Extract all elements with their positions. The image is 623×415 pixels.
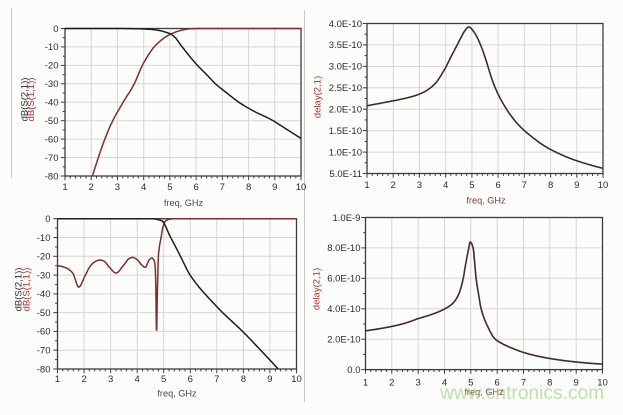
svg-text:3: 3 [108,374,113,385]
svg-text:4: 4 [135,374,140,385]
svg-text:10: 10 [291,374,302,385]
svg-text:3.5E-10: 3.5E-10 [329,40,362,51]
svg-text:9: 9 [574,180,579,191]
svg-text:5.0E-11: 5.0E-11 [329,169,362,180]
svg-text:10: 10 [598,180,609,191]
svg-text:6: 6 [495,180,500,191]
svg-text:dB(S(1,1)): dB(S(1,1)) [26,78,37,122]
svg-text:6: 6 [188,374,193,385]
svg-text:1: 1 [364,180,369,191]
svg-text:7: 7 [214,374,219,385]
svg-text:freq, GHz: freq, GHz [466,196,506,206]
svg-text:3.0E-10: 3.0E-10 [329,62,362,73]
svg-text:1: 1 [62,182,67,193]
svg-text:delay(2,1): delay(2,1) [313,76,324,118]
svg-text:9: 9 [272,182,277,193]
svg-text:1: 1 [363,378,368,389]
svg-text:7: 7 [521,378,526,389]
svg-text:10: 10 [597,378,608,389]
svg-text:dB(S(1,1)): dB(S(1,1)) [22,268,33,312]
svg-text:-60: -60 [37,327,51,338]
svg-text:5: 5 [161,374,166,385]
svg-text:-20: -20 [37,252,51,263]
svg-text:2.0E-10: 2.0E-10 [329,105,362,116]
svg-text:7: 7 [522,180,527,191]
svg-text:2: 2 [81,374,86,385]
svg-text:2: 2 [391,180,396,191]
svg-text:1.0E-10: 1.0E-10 [329,147,362,158]
svg-text:2.0E-10: 2.0E-10 [327,335,360,346]
svg-text:1.5E-10: 1.5E-10 [329,126,362,137]
svg-text:1: 1 [55,374,60,385]
svg-text:2: 2 [89,182,94,193]
svg-text:dB(S(2,1)): dB(S(2,1)) [20,78,31,122]
svg-text:-10: -10 [37,233,51,244]
svg-text:freq, GHz: freq, GHz [157,389,197,399]
svg-text:2: 2 [389,378,394,389]
svg-text:0: 0 [53,24,58,35]
svg-text:freq, GHz: freq, GHz [164,198,204,208]
svg-text:-60: -60 [45,134,59,145]
svg-text:8: 8 [246,182,251,193]
svg-text:-30: -30 [37,270,51,281]
svg-text:8: 8 [241,374,246,385]
svg-text:-50: -50 [37,308,51,319]
svg-text:6.0E-10: 6.0E-10 [327,274,360,285]
svg-text:-80: -80 [45,171,59,182]
svg-text:0: 0 [45,214,50,225]
svg-text:7: 7 [220,182,225,193]
svg-text:freq, GHz: freq, GHz [464,387,504,397]
svg-text:8: 8 [548,180,553,191]
svg-text:8: 8 [547,378,552,389]
svg-text:4: 4 [141,182,146,193]
svg-text:-20: -20 [45,61,59,72]
svg-text:4.0E-10: 4.0E-10 [329,19,362,30]
svg-text:3: 3 [115,182,120,193]
svg-text:8.0E-10: 8.0E-10 [327,243,360,254]
svg-text:www.cntronics.com: www.cntronics.com [439,383,604,404]
svg-text:-50: -50 [45,116,59,127]
svg-text:1.0E-9: 1.0E-9 [333,213,361,224]
svg-text:10: 10 [296,182,307,193]
svg-text:5: 5 [468,378,473,389]
svg-text:5: 5 [167,182,172,193]
svg-text:0.0: 0.0 [347,365,360,376]
svg-text:dB(S(2,1)): dB(S(2,1)) [14,268,25,312]
svg-text:2.5E-10: 2.5E-10 [329,83,362,94]
svg-text:4: 4 [442,378,447,389]
svg-text:6: 6 [193,182,198,193]
svg-text:-80: -80 [37,364,51,375]
svg-text:3: 3 [416,378,421,389]
svg-text:6: 6 [495,378,500,389]
svg-text:9: 9 [574,378,579,389]
svg-text:4: 4 [443,180,448,191]
svg-text:-40: -40 [37,289,51,300]
svg-text:-70: -70 [37,346,51,357]
svg-text:4.0E-10: 4.0E-10 [327,304,360,315]
svg-text:9: 9 [267,374,272,385]
svg-text:-70: -70 [45,153,59,164]
svg-text:5: 5 [469,180,474,191]
svg-text:3: 3 [417,180,422,191]
svg-text:-40: -40 [45,98,59,109]
svg-text:-10: -10 [45,42,59,53]
svg-text:delay(2,1): delay(2,1) [312,268,323,310]
svg-text:-30: -30 [45,79,59,90]
